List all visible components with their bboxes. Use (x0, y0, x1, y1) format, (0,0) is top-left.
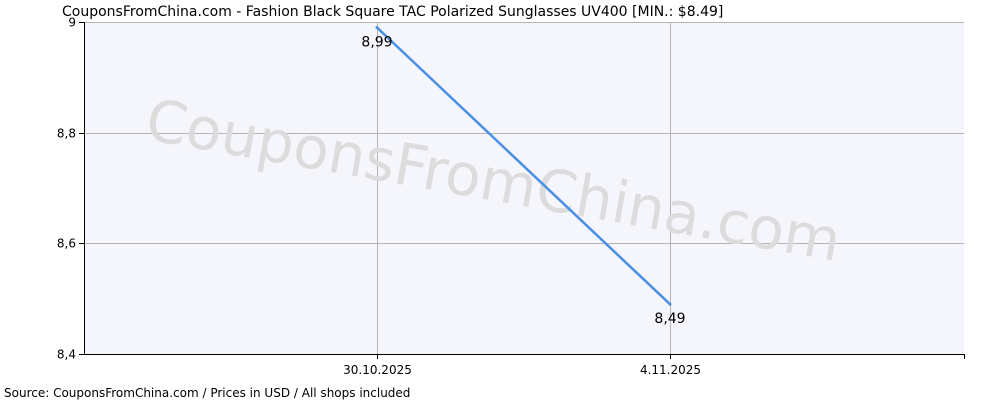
y-tick-label: 8,4 (57, 348, 76, 362)
chart-title: CouponsFromChina.com - Fashion Black Squ… (62, 4, 723, 20)
y-tick-label: 8,8 (57, 127, 76, 141)
data-label: 8,49 (654, 311, 685, 327)
plot-area (84, 22, 964, 354)
footer-source: Source: CouponsFromChina.com / Prices in… (4, 386, 410, 400)
series-layer (375, 26, 672, 306)
x-tick-label: 4.11.2025 (640, 363, 701, 377)
axes (79, 22, 965, 359)
series-line (376, 26, 671, 306)
data-point (375, 26, 379, 30)
label-layer: 9 8,8 8,6 8,4 30.10.2025 4.11.2025 8,99 8,49 (57, 16, 701, 378)
data-point (668, 302, 672, 306)
grid-lines (84, 22, 964, 354)
y-tick-label: 8,6 (57, 237, 76, 251)
x-tick-label: 30.10.2025 (343, 363, 412, 377)
y-tick-label: 9 (68, 16, 76, 30)
data-label: 8,99 (361, 35, 392, 51)
